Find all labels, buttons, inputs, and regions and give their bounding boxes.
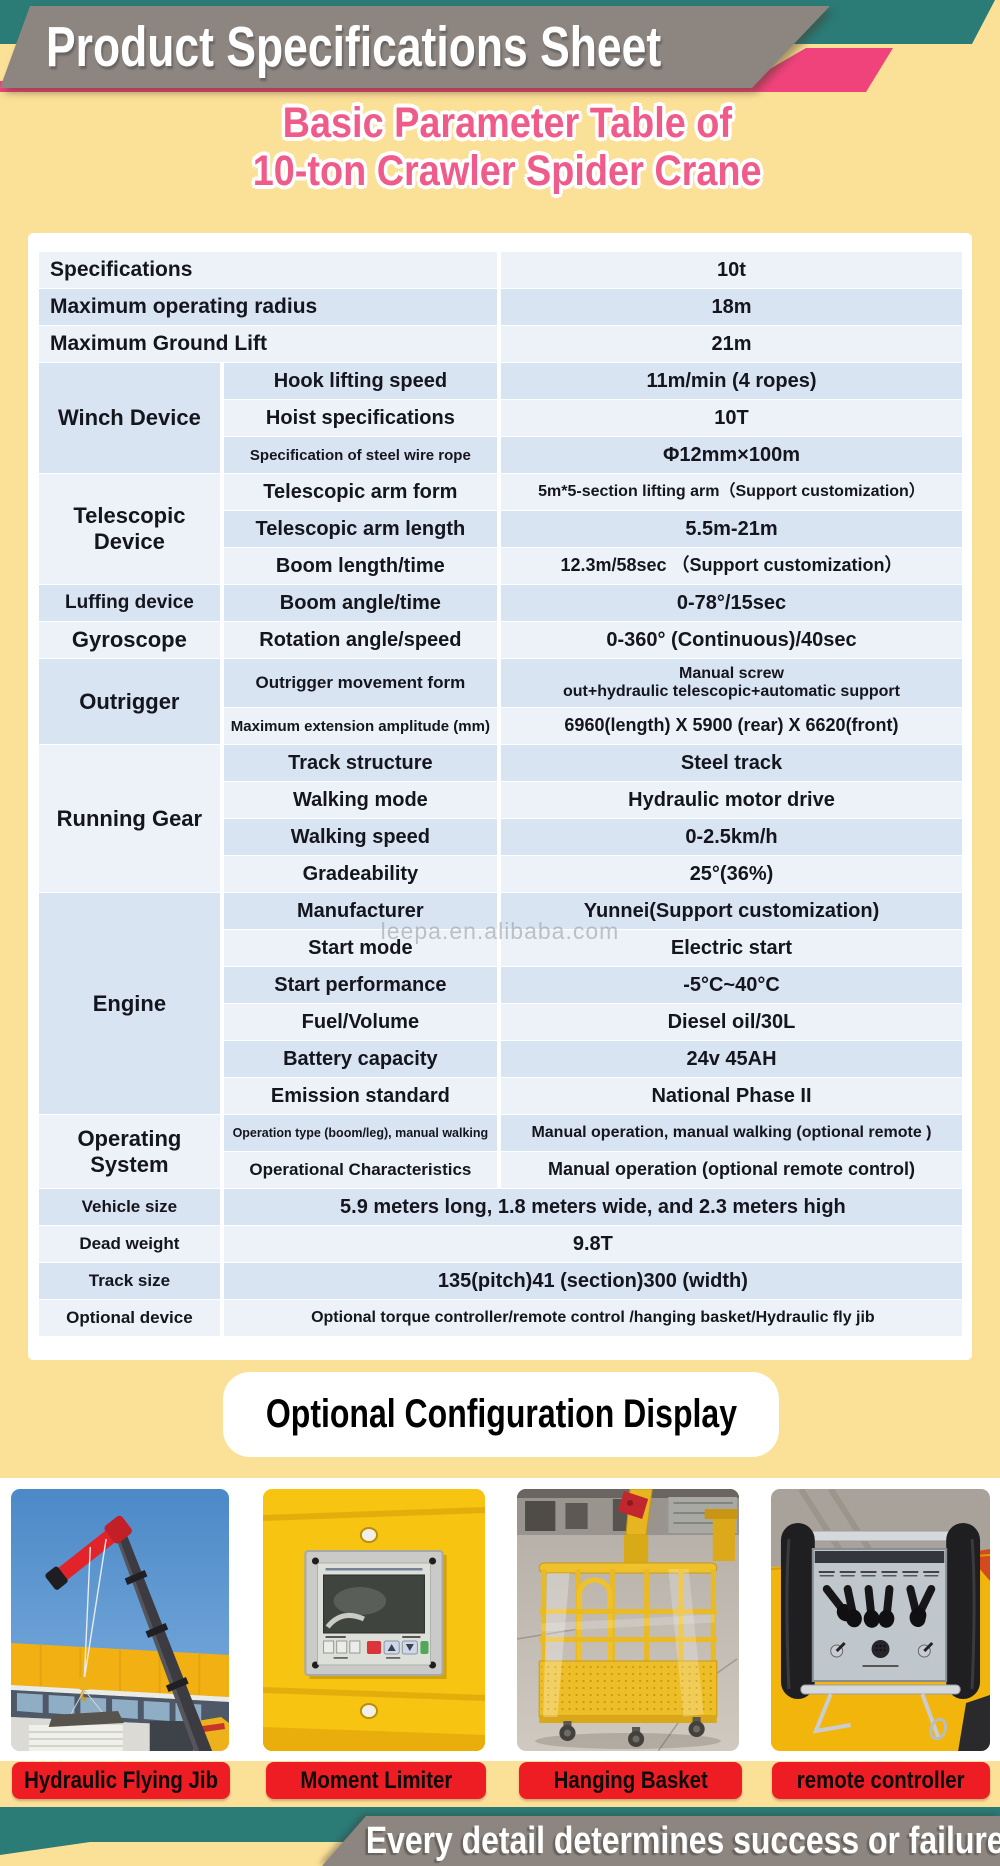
spec-group-label: Track size	[39, 1263, 220, 1299]
spec-value: -5°C~40°C	[500, 967, 962, 1003]
spec-value: 25°(36%)	[500, 856, 962, 892]
spec-value: Steel track	[500, 745, 962, 781]
spec-value: Diesel oil/30L	[500, 1004, 962, 1040]
spec-subparam-label: Telescopic arm form	[223, 474, 497, 510]
spec-value: 0-2.5km/h	[500, 819, 962, 855]
header-banner: Product Specifications Sheet	[0, 6, 835, 88]
spec-value: 21m	[500, 326, 962, 362]
spec-subparam-label: Telescopic arm length	[223, 511, 497, 547]
caption-hydraulic-flying-jib: Hydraulic Flying Jib	[12, 1762, 230, 1799]
moment-limiter-illustration	[263, 1489, 485, 1751]
spec-value: Manual screw out+hydraulic telescopic+aut…	[500, 659, 962, 707]
spec-subparam-label: Maximum extension amplitude (mm)	[223, 708, 497, 744]
spec-group-label: Dead weight	[39, 1226, 220, 1262]
optional-config-banner: Optional Configuration Display	[223, 1372, 779, 1457]
hydraulic-flying-jib-photo	[11, 1489, 229, 1751]
hanging-basket-photo	[517, 1489, 739, 1751]
caption-label: Hanging Basket	[553, 1766, 708, 1794]
moment-limiter-photo	[263, 1489, 485, 1751]
spec-value: 5m*5-section lifting arm（Support customi…	[500, 474, 962, 510]
footer-slogan: Every detail determines success or failu…	[365, 1819, 1000, 1862]
spec-subparam-label: Gradeability	[223, 856, 497, 892]
remote-controller-photo	[771, 1489, 990, 1751]
spec-subparam-label: Hoist specifications	[223, 400, 497, 436]
spec-value: Manual operation (optional remote contro…	[500, 1152, 962, 1188]
spec-group-label: Operating System	[39, 1115, 220, 1188]
spec-group-label: Winch Device	[39, 363, 220, 473]
section-title-line2: 10-ton Crawler Spider Crane	[252, 147, 762, 195]
spec-value: 6960(length) X 5900 (rear) X 6620(front)	[500, 708, 962, 744]
optional-config-title: Optional Configuration Display	[265, 1392, 737, 1436]
spec-table-card: Specifications 10t Maximum operating radiu…	[28, 233, 972, 1360]
spec-subparam-label: Manufacturer	[223, 893, 497, 929]
spec-subparam-label: Track structure	[223, 745, 497, 781]
spec-value: 11m/min (4 ropes)	[500, 363, 962, 399]
caption-label: remote controller	[797, 1766, 965, 1794]
caption-hanging-basket: Hanging Basket	[519, 1762, 742, 1799]
spec-group-label: Gyroscope	[39, 622, 220, 658]
spec-row-label: Specifications	[39, 252, 497, 288]
spec-group-label: Vehicle size	[39, 1189, 220, 1225]
spec-group-label: Telescopic Device	[39, 474, 220, 584]
spec-subparam-label: Hook lifting speed	[223, 363, 497, 399]
spec-subparam-label: Walking mode	[223, 782, 497, 818]
spec-value: 0-78°/15sec	[500, 585, 962, 621]
spec-value: Yunnei(Support customization)	[500, 893, 962, 929]
spec-subparam-label: Fuel/Volume	[223, 1004, 497, 1040]
spec-value: 5.9 meters long, 1.8 meters wide, and 2.…	[223, 1189, 962, 1225]
spec-value: 0-360° (Continuous)/40sec	[500, 622, 962, 658]
spec-value: Φ12mm×100m	[500, 437, 962, 473]
spec-value: Hydraulic motor drive	[500, 782, 962, 818]
spec-value: 9.8T	[223, 1226, 962, 1262]
page-title: Product Specifications Sheet	[46, 15, 662, 79]
spec-subparam-label: Emission standard	[223, 1078, 497, 1114]
spec-subparam-label: Rotation angle/speed	[223, 622, 497, 658]
spec-value: National Phase II	[500, 1078, 962, 1114]
spec-subparam-label: Outrigger movement form	[223, 659, 497, 707]
caption-label: Moment Limiter	[300, 1766, 452, 1794]
spec-group-label: Outrigger	[39, 659, 220, 744]
spec-value: Optional torque controller/remote contro…	[223, 1300, 962, 1336]
spec-table: Specifications 10t Maximum operating radiu…	[35, 251, 966, 1337]
spec-value: 5.5m-21m	[500, 511, 962, 547]
spec-subparam-label: Walking speed	[223, 819, 497, 855]
footer-banner: Every detail determines success or failu…	[300, 1816, 1000, 1866]
spec-group-label: Running Gear	[39, 745, 220, 892]
caption-moment-limiter: Moment Limiter	[266, 1762, 486, 1799]
remote-controller-illustration	[771, 1489, 990, 1751]
spec-subparam-label: Start mode	[223, 930, 497, 966]
spec-row-label: Maximum operating radius	[39, 289, 497, 325]
spec-subparam-label: Start performance	[223, 967, 497, 1003]
spec-value: 18m	[500, 289, 962, 325]
spec-subparam-label: Battery capacity	[223, 1041, 497, 1077]
caption-remote-controller: remote controller	[772, 1762, 990, 1799]
spec-subparam-label: Operational Characteristics	[223, 1152, 497, 1188]
spec-value: 24v 45AH	[500, 1041, 962, 1077]
crane-jib-illustration	[11, 1489, 229, 1751]
spec-value: Electric start	[500, 930, 962, 966]
hanging-basket-illustration	[517, 1489, 739, 1751]
spec-subparam-label: Operation type (boom/leg), manual walkin…	[223, 1115, 497, 1151]
spec-row-label: Maximum Ground Lift	[39, 326, 497, 362]
spec-group-label: Luffing device	[39, 585, 220, 621]
spec-value: 10T	[500, 400, 962, 436]
spec-group-label: Engine	[39, 893, 220, 1114]
spec-group-label: Optional device	[39, 1300, 220, 1336]
spec-value: 12.3m/58sec （Support customization）	[500, 548, 962, 584]
spec-value: 10t	[500, 252, 962, 288]
section-title: Basic Parameter Table of 10-ton Crawler …	[0, 99, 1000, 195]
spec-value: 135(pitch)41 (section)300 (width)	[223, 1263, 962, 1299]
spec-subparam-label: Boom length/time	[223, 548, 497, 584]
watermark: leepa.en.alibaba.com	[380, 918, 620, 944]
section-title-line1: Basic Parameter Table of	[282, 99, 732, 147]
spec-value: Manual operation, manual walking (option…	[500, 1115, 962, 1151]
spec-subparam-label: Specification of steel wire rope	[223, 437, 497, 473]
caption-label: Hydraulic Flying Jib	[24, 1766, 218, 1794]
spec-subparam-label: Boom angle/time	[223, 585, 497, 621]
